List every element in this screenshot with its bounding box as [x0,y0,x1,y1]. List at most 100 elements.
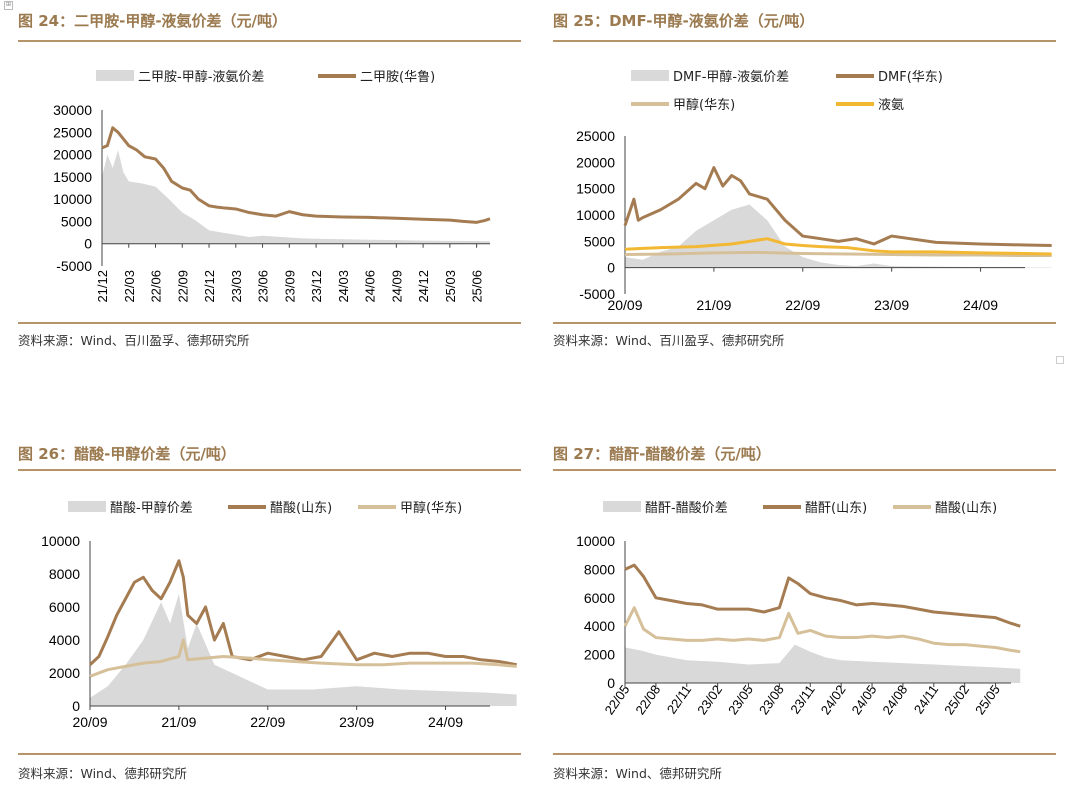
area-series [102,150,490,244]
x-tick-label: 23/02 [694,682,725,717]
x-tick-label: 20/09 [72,714,107,730]
x-tick-label: 23/05 [725,682,756,717]
legend-label: 二甲胺-甲醇-液氨价差 [138,70,265,85]
x-tick-label: 23/09 [282,270,297,303]
line-series [89,638,517,678]
x-tick-label: 22/05 [602,682,633,717]
legend-swatch [836,101,874,106]
y-tick-label: 4000 [584,618,615,634]
legend-item-dmf: DMF(华东) [836,66,943,85]
legend-item-acetic: 醋酸(山东) [228,497,332,516]
x-tick-label: 23/09 [874,297,909,313]
y-tick-label: 15000 [576,181,615,197]
legend-swatch [631,101,669,106]
area-series [625,204,1052,268]
y-tick-label: 25000 [576,128,615,144]
y-tick-label: 6000 [49,599,80,615]
chart-svg: 10000 8000 6000 4000 2000 020/09 21/09 22/09 23/… [41,533,517,730]
x-tick-label: 25/05 [972,682,1003,717]
y-tick-label: 0 [607,260,615,276]
legend-label: 醋酸(山东) [935,501,998,516]
x-tick-label: 21/12 [95,270,110,303]
legend-item-ammonia: 液氨 [836,94,904,113]
y-tick-label: 2000 [584,647,615,663]
line-series [624,237,1052,256]
x-tick-label: 21/09 [161,714,196,730]
legend-item-spread: 醋酸-甲醇价差 [68,497,193,516]
legend-label: 甲醇(华东) [673,98,736,113]
x-tick-label: 24/09 [389,270,404,303]
y-tick-label: -5000 [579,286,615,302]
x-tick-label: 24/06 [363,270,378,303]
legend-label: 二甲胺(华鲁) [360,70,436,85]
source-rule [553,322,1056,324]
y-tick-label: 20000 [53,147,92,163]
legend-label: 甲醇(华东) [400,501,463,516]
line-series [101,126,491,224]
x-tick-label: 23/06 [256,270,271,303]
line-series [623,606,1021,654]
source-note: 资料来源：Wind、百川盈孚、德邦研究所 [18,333,250,348]
legend-swatch [358,504,396,509]
legend-swatch [96,70,134,81]
source-rule [18,322,521,324]
y-tick-label: 5000 [584,233,615,249]
legend-label: 液氨 [878,98,905,113]
x-tick-label: 22/09 [785,297,820,313]
source-note: 资料来源：Wind、德邦研究所 [553,766,722,781]
legend-item-spread: 醋酐-醋酸价差 [603,497,728,516]
legend-item-acetic: 醋酸(山东) [893,497,997,516]
legend-swatch [631,70,669,81]
legend-swatch [893,504,931,509]
x-tick-label: 24/03 [336,270,351,303]
x-tick-label: 24/02 [818,682,849,717]
x-tick-label: 24/08 [879,682,910,717]
panel-title: 图 26：醋酸-甲醇价差（元/吨） [18,445,236,463]
y-tick-label: 8000 [49,566,80,582]
x-tick-label: 23/11 [787,682,817,716]
legend-label: 醋酐(山东) [805,501,868,516]
area-series [625,644,1021,683]
panel-title: 图 24：二甲胺-甲醇-液氨价差（元/吨） [18,12,288,30]
x-tick-label: 24/05 [849,682,880,717]
y-tick-label: 30000 [53,102,92,118]
panel-26: 图 26：醋酸-甲醇价差（元/吨） 醋酸-甲醇价差 醋酸(山东) 甲醇(华东) … [18,443,521,788]
y-tick-label: 10000 [576,533,615,549]
legend-label: 醋酸(山东) [270,501,333,516]
legend-label: 醋酸-甲醇价差 [110,501,193,516]
x-tick-label: 22/08 [632,682,663,717]
legend-item-spread: 二甲胺-甲醇-液氨价差 [96,66,264,85]
x-tick-label: 22/11 [664,682,694,716]
legend-label: DMF(华东) [878,70,943,85]
x-tick-label: 23/09 [339,714,374,730]
line-series [624,563,1021,628]
panel-title: 图 25：DMF-甲醇-液氨价差（元/吨） [553,12,815,30]
y-tick-label: 20000 [576,154,615,170]
line-series [88,559,517,667]
panel-25: 图 25：DMF-甲醇-液氨价差（元/吨） DMF-甲醇-液氨价差 DMF(华东… [553,10,1056,350]
title-rule [18,40,521,42]
y-tick-label: -5000 [56,258,92,274]
x-tick-label: 24/09 [963,297,998,313]
legend-swatch [603,501,641,512]
y-tick-label: 8000 [584,561,615,577]
x-tick-label: 23/08 [756,682,787,717]
source-rule [18,753,521,755]
y-tick-label: 10000 [53,191,92,207]
legend-item-anhydride: 醋酐(山东) [763,497,867,516]
legend-item-methanol: 甲醇(华东) [358,497,462,516]
y-tick-label: 0 [84,236,92,252]
x-tick-label: 22/09 [250,714,285,730]
x-tick-label: 24/12 [416,270,431,303]
y-tick-label: 10000 [41,533,80,549]
corner-marker-2 [1056,356,1064,364]
line-series [623,166,1052,248]
area-series [90,593,517,706]
title-rule [553,40,1056,42]
legend-item-dma: 二甲胺(华鲁) [318,66,435,85]
source-note: 资料来源：Wind、百川盈孚、德邦研究所 [553,333,785,348]
y-tick-label: 0 [72,698,80,714]
legend-swatch [68,501,106,512]
legend-swatch [763,504,801,509]
y-tick-label: 2000 [49,665,80,681]
